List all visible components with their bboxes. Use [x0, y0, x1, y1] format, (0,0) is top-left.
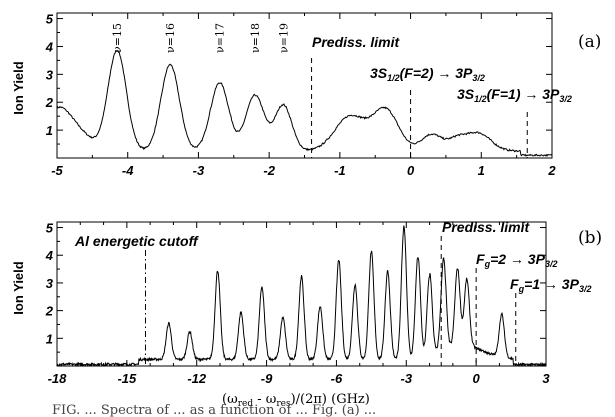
panel-a-prediss-label: Prediss. limit: [312, 34, 400, 50]
panel-b-prediss-label: Prediss. limit: [442, 219, 530, 235]
figure-caption: FIG. ... Spectra of ... as a function of…: [52, 403, 377, 417]
panel-b-x-tick-labels: -18 -15 -12 -9 -6 -3 0 3: [48, 371, 551, 386]
x-tick-label: -5: [51, 163, 63, 178]
panel-a-spectrum-line: [56, 49, 553, 158]
y-tick-label: 3: [46, 276, 54, 291]
peak-nu-label: ν=15: [111, 23, 124, 53]
y-tick-label: 3: [46, 67, 54, 82]
panel-a-y-axis-label: Ion Yield: [11, 61, 26, 115]
y-tick-label: 5: [46, 221, 54, 236]
x-tick-label: 0: [407, 163, 415, 178]
panel-a-markers: [311, 58, 528, 158]
peak-nu-label: ν=19: [277, 23, 290, 53]
x-tick-label: 1: [478, 163, 485, 178]
x-tick-label: -1: [334, 163, 346, 178]
panel-b-spectrum-line: [56, 225, 547, 368]
panel-b-y-axis-label: Ion Yield: [11, 261, 26, 315]
y-tick-label: 5: [46, 12, 54, 27]
panel-a-ticks: [56, 13, 553, 158]
x-tick-label: -12: [187, 371, 207, 386]
panel-b-transition-f2-label: Fg=2 → 3P3/2: [476, 251, 557, 269]
x-tick-label: -6: [331, 371, 343, 386]
x-tick-label: 3: [542, 371, 550, 386]
x-tick-label: -15: [117, 371, 137, 386]
x-tick-label: -18: [48, 371, 68, 386]
panel-a-label: (a): [578, 32, 601, 52]
panel-a-transition-f1-label: 3S1/2(F=1) → 3P3/2: [457, 86, 572, 104]
x-tick-label: -2: [263, 163, 275, 178]
y-tick-label: 2: [45, 304, 54, 319]
panel-a-frame: [56, 12, 553, 159]
panel-b-ticks: [56, 222, 547, 366]
x-tick-label: -4: [122, 163, 134, 178]
panel-a-x-tick-labels: -5 -4 -3 -2 -1 0 1 2: [51, 163, 556, 178]
panel-b-y-tick-labels: 1 2 3 4 5: [45, 221, 54, 347]
y-tick-label: 1: [46, 123, 53, 138]
y-tick-label: 4: [45, 39, 54, 54]
y-tick-label: 2: [45, 95, 54, 110]
x-tick-label: 2: [547, 163, 556, 178]
y-tick-label: 1: [46, 331, 53, 346]
peak-nu-label: ν=17: [214, 23, 227, 53]
y-tick-label: 4: [45, 248, 54, 263]
panel-a-y-tick-labels: 1 2 3 4 5: [45, 12, 54, 139]
panel-a: -5 -4 -3 -2 -1 0 1 2 1 2 3 4 5 ν=15 ν=16 ν=17 ν=18 ν=19…: [11, 12, 601, 178]
x-tick-label: -3: [193, 163, 205, 178]
panel-a-transition-f2-label: 3S1/2(F=2) → 3P3/2: [370, 65, 485, 83]
panel-b-cutoff-label: Al energetic cutoff: [74, 233, 199, 249]
panel-b-label: (b): [578, 228, 602, 248]
panel-b-frame: [56, 221, 547, 367]
peak-nu-label: ν=16: [164, 23, 177, 53]
x-tick-label: -9: [261, 371, 273, 386]
panel-b-transition-f1-label: Fg=1 → 3P3/2: [510, 276, 591, 294]
panel-a-peak-labels: ν=15 ν=16 ν=17 ν=18 ν=19: [111, 23, 290, 53]
panel-b: -18 -15 -12 -9 -6 -3 0 3 1 2 3 4 5 Ion Yield (b) Pr…: [11, 219, 602, 409]
x-tick-label: 0: [473, 371, 481, 386]
x-tick-label: -3: [401, 371, 413, 386]
peak-nu-label: ν=18: [249, 23, 262, 53]
x-axis-label: (ωred - ωres)/(2π) (GHz): [222, 392, 370, 409]
